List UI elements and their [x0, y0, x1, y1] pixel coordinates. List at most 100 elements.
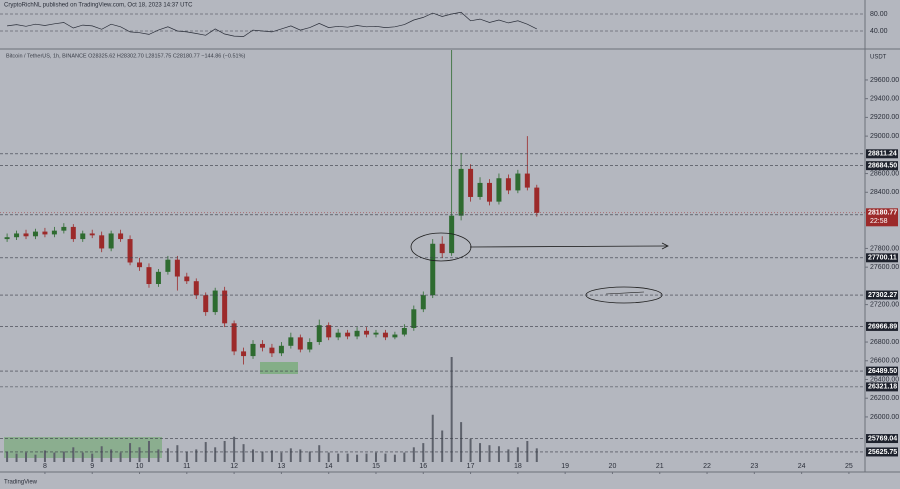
candle-body	[146, 267, 152, 285]
y-tick-label: 29600.00	[870, 77, 899, 84]
level-label: 27302.27	[868, 292, 897, 299]
level-label: 26966.89	[868, 323, 897, 330]
volume-bar	[327, 452, 330, 462]
volume-bar	[72, 447, 75, 462]
y-tick-label: 27200.00	[870, 301, 899, 308]
candle-body	[477, 182, 483, 197]
level-label-box	[866, 161, 898, 171]
volume-bar	[469, 438, 472, 462]
volume-bar	[318, 445, 321, 462]
volume-bar	[176, 445, 179, 462]
x-tick-label: 11	[183, 463, 190, 470]
x-tick-label: 24	[798, 463, 806, 470]
level-label: 26489.50	[868, 368, 897, 375]
candle-body	[259, 343, 265, 348]
candle-body	[373, 332, 379, 335]
volume-bar	[412, 447, 415, 462]
volume-bar	[25, 452, 28, 462]
volume-bar	[346, 453, 349, 462]
volume-bar	[195, 449, 198, 462]
candle-body	[486, 182, 492, 202]
candle-body	[250, 343, 256, 357]
volume-bar	[223, 441, 226, 462]
volume-bar	[129, 443, 132, 462]
rsi-tick-label: 40.00	[870, 28, 888, 35]
volume-bar	[308, 451, 311, 462]
candle-body	[42, 231, 48, 235]
candle-body	[193, 281, 199, 296]
level-label-box	[866, 253, 898, 263]
y-tick-label: 26600.00	[870, 358, 899, 365]
candle-body	[61, 226, 67, 231]
volume-bar	[289, 448, 292, 462]
footer-brand: TradingView	[4, 480, 38, 486]
symbol-legend: Bitcoin / TetherUS, 1h, BINANCE O28325.6…	[6, 53, 245, 59]
y-tick-label: 26400.00	[870, 376, 899, 383]
level-label: 28811.24	[868, 151, 897, 158]
candle-body	[89, 233, 95, 236]
volume-bar	[34, 454, 37, 462]
volume-bar	[403, 452, 406, 462]
rsi-line	[7, 11, 537, 37]
arrow-drawing	[469, 245, 668, 248]
current-price-label: 28180.77	[868, 210, 897, 217]
candle-body	[184, 276, 190, 282]
volume-bar	[185, 451, 188, 462]
level-label: 27700.11	[868, 255, 897, 262]
x-tick-label: 18	[514, 463, 522, 470]
candle-body	[392, 334, 398, 338]
level-label-box	[866, 447, 898, 457]
level-label: 25769.04	[868, 435, 897, 442]
volume-bar	[479, 443, 482, 462]
candle-body	[99, 235, 105, 249]
volume-bar	[526, 441, 529, 462]
candle-body	[241, 351, 247, 357]
volume-bar	[441, 430, 444, 462]
x-tick-label: 10	[136, 463, 144, 470]
volume-bar	[393, 454, 396, 462]
candle-body	[137, 262, 143, 268]
arrow-head	[661, 242, 669, 250]
rsi-tick-label: 80.00	[870, 11, 888, 18]
candle-body	[364, 330, 370, 335]
candle-body	[288, 337, 294, 346]
candle-body	[345, 332, 351, 337]
candle-body	[534, 187, 540, 213]
candle-body	[354, 330, 360, 337]
y-tick-label: 28400.00	[870, 189, 899, 196]
y-tick-label: 26000.00	[870, 414, 899, 421]
volume-bar	[147, 441, 150, 462]
arrow-drawing	[605, 291, 645, 295]
candle-body	[23, 233, 29, 237]
candle-body	[174, 259, 180, 277]
y-tick-label: 26800.00	[870, 339, 899, 346]
volume-bar	[233, 436, 236, 462]
candle-body	[4, 237, 10, 240]
volume-bar	[252, 449, 255, 462]
candle-body	[297, 337, 303, 350]
candle-body	[222, 290, 228, 324]
y-tick-label: 28600.00	[870, 170, 899, 177]
candle-body	[326, 325, 332, 338]
volume-bar	[15, 453, 18, 462]
candle-body	[212, 290, 218, 313]
volume-bar	[214, 447, 217, 462]
candle-body	[127, 239, 133, 263]
candle-body	[439, 243, 445, 254]
currency-label: USDT	[870, 55, 887, 61]
y-tick-label: 26200.00	[870, 395, 899, 402]
volume-bar	[91, 453, 94, 462]
candle-body	[70, 226, 76, 240]
candle-body	[505, 178, 511, 191]
level-label-box	[866, 149, 898, 159]
volume-bar	[337, 453, 340, 462]
demand-zone	[260, 362, 298, 374]
candle-body	[411, 309, 417, 329]
candle-body	[32, 231, 38, 237]
level-label-box	[866, 434, 898, 444]
volume-bar	[507, 449, 510, 462]
volume-bar	[242, 444, 245, 462]
candle-body	[468, 168, 474, 197]
candle-body	[155, 271, 161, 285]
